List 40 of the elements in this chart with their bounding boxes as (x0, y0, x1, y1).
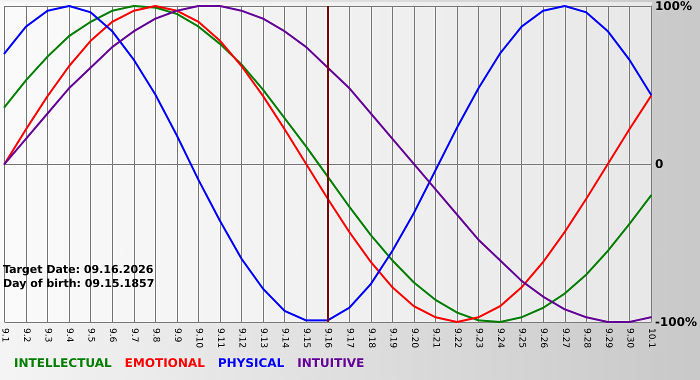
y-tick-label: 100% (654, 0, 692, 13)
x-tick-label: 9.26 (538, 328, 548, 348)
x-tick-label: 9.13 (258, 328, 268, 348)
x-tick-label: 9.28 (581, 328, 592, 348)
x-tick-label: 9.7 (128, 328, 139, 342)
x-tick-label: 9.27 (560, 328, 570, 348)
x-tick-label: 9.12 (236, 328, 247, 348)
x-tick-label: 9.20 (408, 328, 419, 348)
text: INTELLECTUAL (14, 356, 112, 370)
x-tick-label: 9.30 (624, 328, 634, 348)
x-tick-label: 9.5 (86, 328, 96, 342)
x-tick-label: 9.16 (322, 328, 333, 348)
x-tick-label: 9.29 (602, 328, 613, 348)
x-tick-label: 9.6 (107, 328, 118, 343)
annotation: Target Date: 09.16.2026 (3, 263, 154, 276)
x-tick-label: 9.17 (344, 328, 354, 348)
annotation: Day of birth: 09.15.1857 (3, 277, 154, 290)
x-tick-label: 10.1 (646, 328, 656, 348)
y-tick-label: 0 (654, 157, 664, 171)
x-tick-label: 9.3 (42, 328, 53, 342)
x-tick-label: 9.14 (280, 328, 290, 348)
x-tick-label: 9.24 (495, 328, 506, 348)
x-tick-label: 9.9 (172, 328, 182, 343)
x-tick-label: 9.8 (150, 328, 160, 343)
x-tick-label: 9.11 (214, 328, 225, 348)
x-tick-label: 9.19 (387, 328, 398, 348)
y-tick-label: -100% (654, 315, 698, 329)
x-tick-label: 9.25 (516, 328, 527, 348)
text: PHYSICAL (218, 356, 285, 370)
x-tick-label: 9.10 (193, 328, 204, 348)
x-tick-label: 9.1 (0, 328, 10, 342)
x-tick-label: 9.15 (301, 328, 312, 348)
x-tick-label: 9.4 (64, 328, 74, 343)
text: INTUITIVE (297, 356, 364, 370)
x-tick-label: 9.23 (474, 328, 484, 348)
text: EMOTIONAL (124, 356, 206, 370)
x-tick-label: 9.2 (21, 328, 32, 342)
x-tick-label: 9.21 (430, 328, 440, 348)
x-tick-label: 9.22 (452, 328, 462, 348)
x-tick-label: 9.18 (366, 328, 376, 348)
